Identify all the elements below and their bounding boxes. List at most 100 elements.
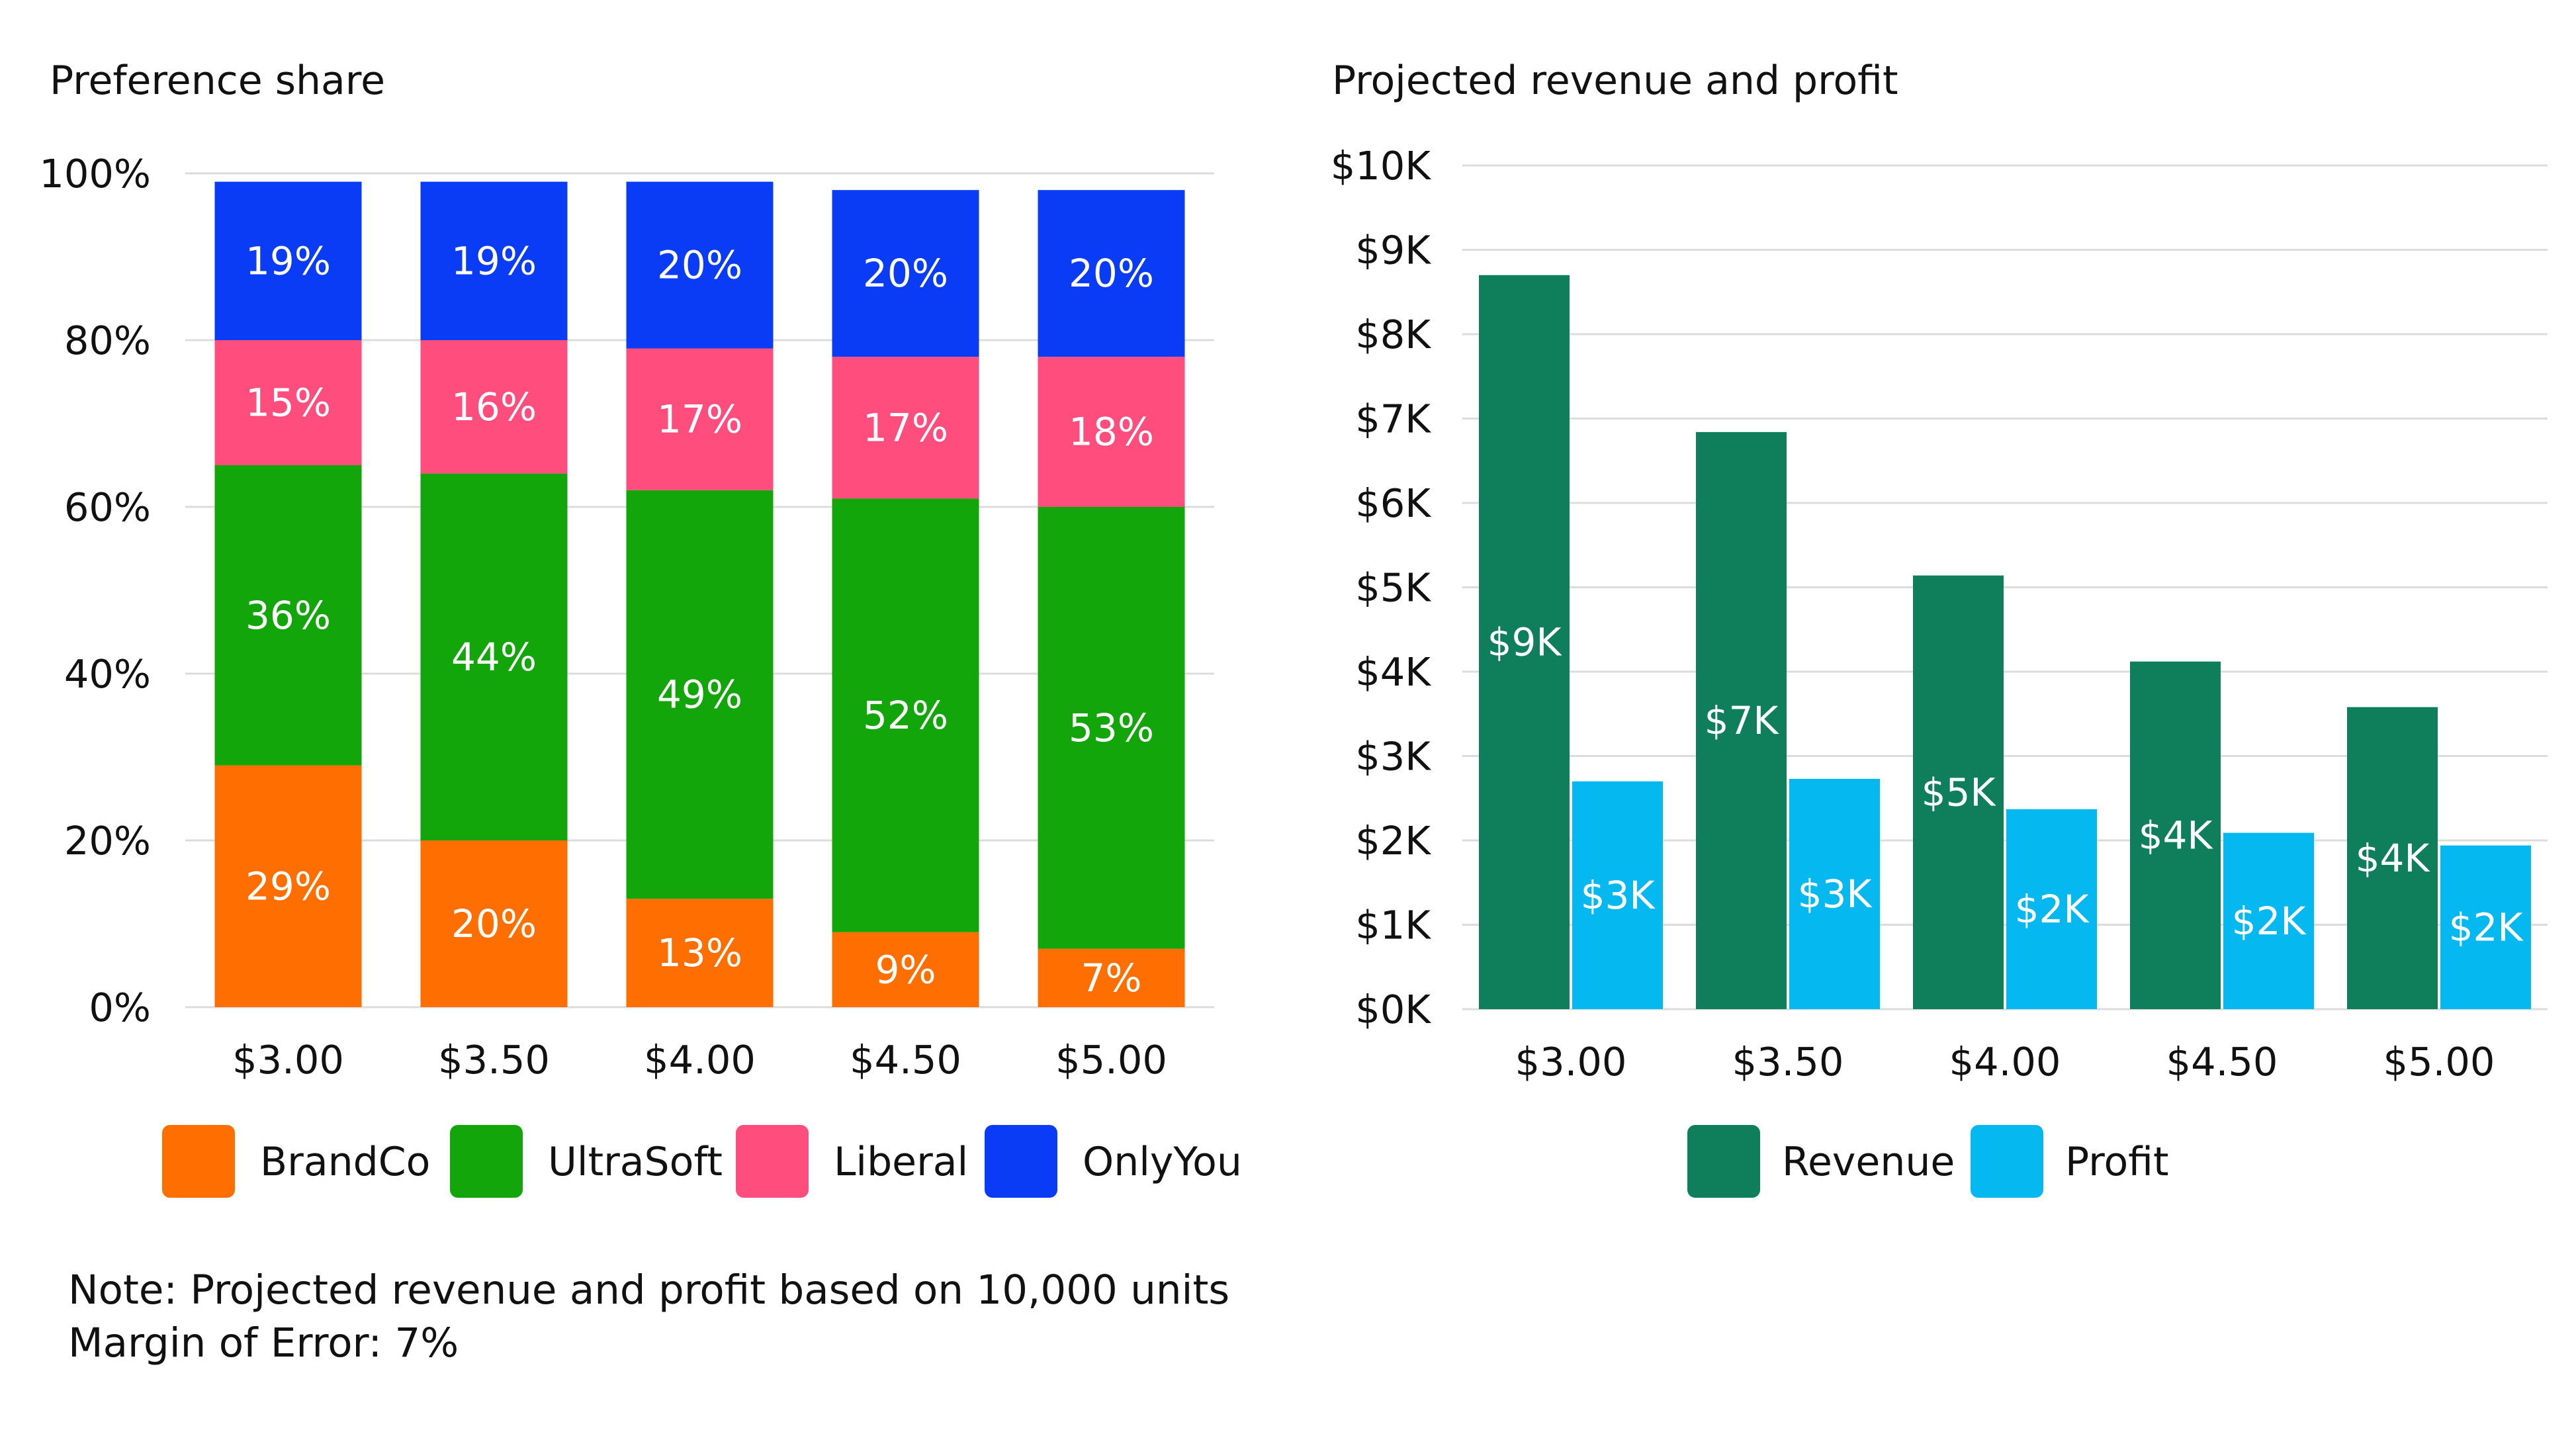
data-label: 13%: [657, 930, 742, 975]
y-tick-label: $5K: [1355, 565, 1431, 611]
y-tick-label: 20%: [64, 818, 151, 864]
bar-profit: [2440, 845, 2531, 1009]
data-label: 18%: [1069, 410, 1154, 455]
legend-swatch-onlyyou: [985, 1125, 1057, 1198]
y-tick-label: 60%: [64, 484, 151, 530]
bar-profit: [1572, 781, 1663, 1009]
bar-segment-ultrasoft: [832, 498, 979, 932]
y-tick-label: 100%: [39, 151, 151, 197]
bar-revenue: [1696, 431, 1787, 1009]
bar-segment-ultrasoft: [626, 490, 774, 899]
data-label: $9K: [1488, 619, 1563, 664]
y-tick-label: $7K: [1355, 396, 1431, 442]
y-tick-label: $3K: [1355, 734, 1431, 780]
y-tick-label: $6K: [1355, 480, 1431, 526]
legend-label-brandco: BrandCo: [260, 1139, 430, 1185]
x-tick-label: $4.00: [644, 1037, 756, 1083]
y-tick-label: 0%: [89, 985, 151, 1030]
data-label: 19%: [451, 238, 537, 283]
y-tick-label: $0K: [1355, 987, 1431, 1032]
bar-segment-liberal: [214, 340, 362, 465]
note-text: Note: Projected revenue and profit based…: [68, 1267, 1230, 1314]
bar-segment-onlyyou: [214, 181, 362, 340]
legend-label-ultrasoft: UltraSoft: [548, 1139, 723, 1185]
legend-label-profit: Profit: [2065, 1139, 2169, 1185]
bar-segment-ultrasoft: [1038, 507, 1185, 949]
data-label: 20%: [451, 901, 537, 946]
bar-segment-brandco: [420, 840, 568, 1007]
y-tick-label: 80%: [64, 318, 151, 363]
data-label: 16%: [451, 384, 537, 429]
margin-of-error-text: Margin of Error: 7%: [68, 1320, 459, 1366]
data-label: 53%: [1069, 705, 1154, 750]
data-label: $4K: [2356, 836, 2431, 881]
legend-swatch-revenue: [1687, 1125, 1760, 1198]
bar-segment-onlyyou: [832, 190, 979, 357]
bar-revenue: [1479, 275, 1570, 1009]
bar-segment-onlyyou: [1038, 190, 1185, 357]
bar-segment-liberal: [1038, 357, 1185, 507]
y-tick-label: $9K: [1355, 228, 1431, 273]
data-label: $4K: [2139, 813, 2214, 858]
data-label: 19%: [245, 238, 331, 283]
bar-segment-onlyyou: [420, 181, 568, 340]
x-tick-label: $3.00: [1515, 1039, 1627, 1085]
legend-label-revenue: Revenue: [1782, 1139, 1955, 1185]
data-label: 36%: [245, 593, 331, 638]
data-label: 20%: [1069, 251, 1154, 296]
data-label: 29%: [245, 864, 331, 909]
preference-share-chart: Preference share 0% 20% 40% 60% 80% 100% 29% 36%…: [39, 58, 1242, 1198]
bar-profit: [2223, 832, 2314, 1009]
x-tick-label: $4.50: [2166, 1039, 2278, 1085]
y-tick-label: $4K: [1355, 649, 1431, 695]
legend-swatch-profit: [1971, 1125, 2043, 1198]
data-label: 9%: [875, 947, 936, 992]
bar-segment-brandco: [832, 932, 979, 1007]
bar-segment-brandco: [1038, 948, 1185, 1007]
bar-revenue: [2130, 661, 2221, 1009]
y-tick-label: $8K: [1355, 312, 1431, 357]
data-label: $7K: [1705, 698, 1780, 743]
data-label: $3K: [1581, 873, 1656, 918]
legend-label-onlyyou: OnlyYou: [1083, 1139, 1242, 1185]
chart-title: Projected revenue and profit: [1332, 58, 1898, 104]
bar-profit: [2006, 809, 2097, 1009]
data-label: 17%: [657, 397, 742, 442]
bar-profit: [1789, 778, 1880, 1009]
bar-revenue: [1913, 575, 2004, 1009]
x-tick-label: $5.00: [1055, 1037, 1167, 1083]
x-tick-label: $5.00: [2383, 1039, 2495, 1085]
bar-segment-liberal: [626, 348, 774, 490]
data-label: 52%: [863, 693, 948, 738]
bar-segment-ultrasoft: [214, 465, 362, 766]
x-tick-label: $4.00: [1949, 1039, 2061, 1085]
x-tick-label: $3.50: [1732, 1039, 1844, 1085]
bar-segment-onlyyou: [626, 181, 774, 349]
y-tick-label: $10K: [1331, 143, 1432, 189]
data-label: 44%: [451, 635, 537, 680]
x-tick-label: $3.00: [232, 1037, 344, 1083]
bar-segment-liberal: [420, 340, 568, 474]
bar-segment-ultrasoft: [420, 473, 568, 840]
chart-title: Preference share: [50, 58, 385, 104]
legend-swatch-brandco: [162, 1125, 235, 1198]
data-label: $2K: [2015, 887, 2090, 932]
data-label: $3K: [1798, 872, 1873, 917]
revenue-profit-chart: Projected revenue and profit $0K $1K $2K $3K…: [1331, 58, 2548, 1198]
y-tick-label: $2K: [1355, 818, 1431, 864]
legend-swatch-liberal: [736, 1125, 809, 1198]
data-label: 7%: [1081, 956, 1141, 1001]
y-tick-label: 40%: [64, 651, 151, 697]
data-label: 49%: [657, 672, 742, 717]
bar-segment-brandco: [214, 765, 362, 1007]
y-tick-label: $1K: [1355, 903, 1431, 948]
bar-segment-brandco: [626, 899, 774, 1007]
legend-swatch-ultrasoft: [450, 1125, 523, 1198]
data-label: $2K: [2449, 905, 2524, 950]
bar-segment-liberal: [832, 357, 979, 499]
data-label: $2K: [2232, 899, 2307, 944]
x-tick-label: $4.50: [850, 1037, 961, 1083]
legend-label-liberal: Liberal: [834, 1139, 968, 1185]
data-label: 20%: [657, 243, 742, 288]
